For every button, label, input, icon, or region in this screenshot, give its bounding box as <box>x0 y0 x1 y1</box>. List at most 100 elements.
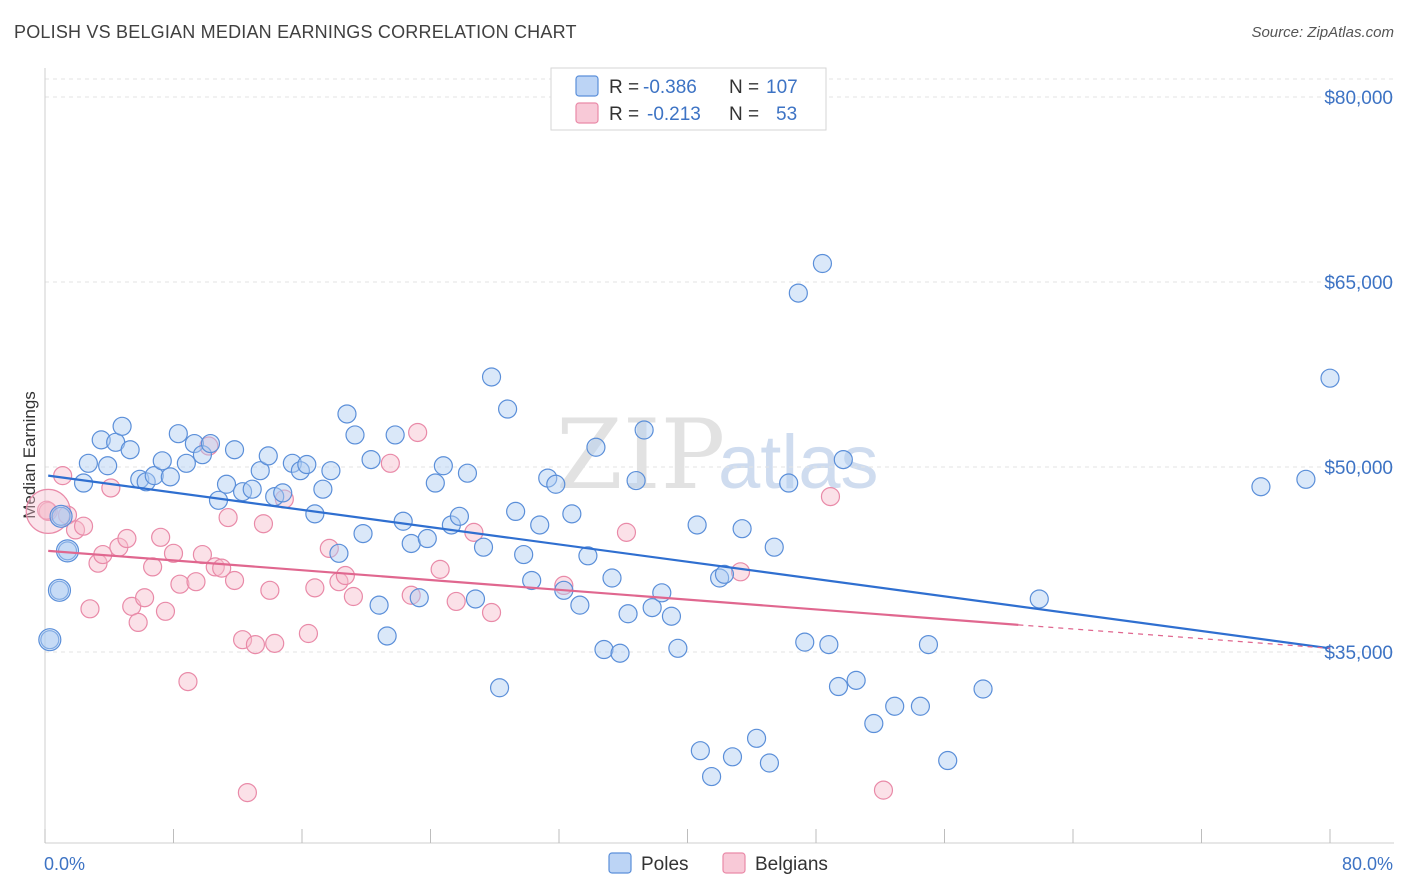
belgians-trend-extension <box>1018 624 1331 649</box>
belgians-r-value: -0.213 <box>647 104 701 125</box>
belgians-point <box>265 633 285 653</box>
poles-point <box>746 728 767 748</box>
belgians-point <box>298 623 319 644</box>
poles-point <box>353 523 373 544</box>
poles-point <box>216 474 237 494</box>
poles-point <box>258 446 278 466</box>
poles-point <box>562 504 582 524</box>
x-ticks <box>44 829 1331 843</box>
series-legend: Poles Belgians <box>608 852 828 875</box>
poles-point <box>176 453 196 473</box>
poles-point <box>449 506 470 526</box>
poles-legend-swatch <box>608 852 632 874</box>
poles-point <box>885 696 905 716</box>
poles-point <box>634 420 654 440</box>
poles-point <box>242 479 262 499</box>
poles-point <box>345 425 365 445</box>
belgians-point <box>319 538 339 559</box>
watermark-atlas: atlas <box>718 420 879 505</box>
poles-point <box>661 606 682 626</box>
poles-point-large <box>38 628 62 652</box>
belgians-point <box>163 543 184 563</box>
poles-point <box>1320 368 1340 388</box>
belgians-point <box>38 501 58 521</box>
belgians-point <box>101 478 121 498</box>
poles-point <box>668 638 688 658</box>
poles-point <box>618 604 638 624</box>
poles-point <box>184 433 204 454</box>
poles-point <box>313 479 333 499</box>
poles-point <box>1296 469 1316 489</box>
poles-legend-label: Poles <box>641 854 689 875</box>
y-axis-label: Median Earnings <box>20 391 39 519</box>
poles-point <box>779 473 799 493</box>
poles-point <box>714 564 735 584</box>
belgians-point <box>730 562 751 582</box>
poles-point <box>78 453 98 473</box>
poles-point <box>417 528 437 549</box>
poles-point <box>642 597 662 618</box>
poles-point <box>570 595 590 615</box>
poles-point <box>457 463 478 483</box>
belgians-r-label: R = <box>609 104 639 125</box>
belgians-point <box>37 500 57 520</box>
poles-point <box>369 595 389 615</box>
belgians-legend-swatch <box>722 852 746 874</box>
poles-point <box>732 519 752 539</box>
source-label: Source: ZipAtlas.com <box>1251 24 1394 41</box>
belgians-point <box>178 671 198 692</box>
belgians-n-value: 53 <box>776 104 797 125</box>
poles-point <box>40 630 60 650</box>
poles-point <box>489 678 510 698</box>
belgians-point <box>224 570 245 591</box>
belgians-n-label: N = <box>729 104 759 125</box>
poles-point <box>546 474 566 494</box>
belgians-point <box>80 599 100 619</box>
poles-point <box>473 537 494 557</box>
poles-r-label: R = <box>609 77 639 98</box>
poles-point <box>973 679 993 699</box>
belgians-point <box>481 602 502 623</box>
poles-point <box>160 467 180 487</box>
poles-point <box>481 367 502 387</box>
poles-point <box>224 440 245 460</box>
poles-point <box>506 501 526 521</box>
belgians-point <box>253 514 274 534</box>
poles-point <box>385 425 405 445</box>
belgians-point <box>134 588 155 608</box>
poles-point <box>819 634 839 655</box>
poles-point <box>788 283 808 303</box>
x-tick-label-min: 0.0% <box>44 854 85 874</box>
poles-point <box>722 747 743 767</box>
poles-point <box>51 506 71 526</box>
stats-legend: R = -0.386 N = 107 R = -0.213 N = 53 <box>550 67 827 131</box>
y-tick-label: $65,000 <box>1324 273 1393 294</box>
poles-point <box>530 515 550 535</box>
poles-point <box>795 632 815 652</box>
poles-point <box>687 515 707 535</box>
poles-point <box>305 504 325 524</box>
poles-n-label: N = <box>729 77 759 98</box>
belgians-swatch <box>575 102 599 124</box>
x-tick-label-max: 80.0% <box>1342 854 1393 874</box>
belgians-point <box>237 782 257 803</box>
poles-trend-line <box>48 474 1331 650</box>
poles-point <box>1251 477 1271 497</box>
poles-point <box>812 253 833 274</box>
y-tick-labels: $35,000 $50,000 $65,000 $80,000 <box>1324 88 1393 664</box>
poles-point <box>918 634 939 655</box>
belgians-point-large <box>25 488 71 534</box>
poles-point <box>764 537 784 557</box>
belgians-point <box>186 572 206 592</box>
poles-point <box>578 546 598 566</box>
poles-point <box>282 453 302 473</box>
poles-point <box>910 696 931 716</box>
belgians-point <box>616 522 637 542</box>
belgians-point <box>401 585 421 605</box>
poles-point <box>514 544 534 565</box>
belgians-points <box>25 422 894 803</box>
belgians-point <box>170 574 190 594</box>
poles-point <box>626 470 646 491</box>
poles-point <box>152 451 172 471</box>
poles-point <box>522 570 542 591</box>
